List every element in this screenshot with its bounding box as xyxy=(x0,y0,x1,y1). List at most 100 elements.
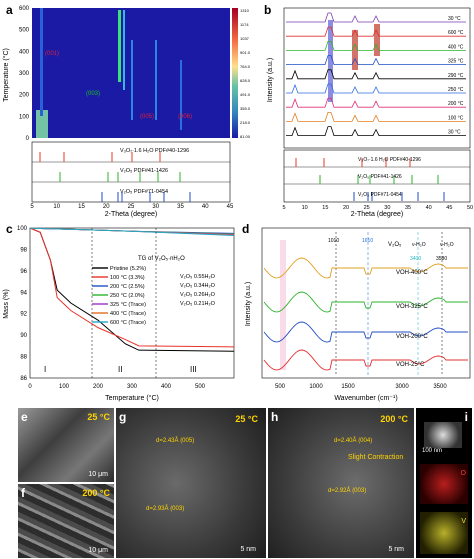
trace-label: 250 °C xyxy=(448,87,464,93)
ref-label: V₃O₇·1.6 H₂O PDF#40-1296 xyxy=(358,157,421,163)
panel-label-d: d xyxy=(242,222,250,236)
panel-b: b 30 °C 600 °C 400 °C 325 °C 290 °C 250 °C 200… xyxy=(262,0,474,220)
x-tick-label: 25 xyxy=(364,205,370,211)
peak-label: (003) xyxy=(86,91,100,97)
peak-label: (005) xyxy=(140,114,154,120)
xrd-trace xyxy=(286,97,466,108)
ftir-trace xyxy=(263,291,468,313)
y-tick-label: 300 xyxy=(19,71,30,77)
ftir-trace xyxy=(263,349,468,371)
xrd-trace xyxy=(286,41,466,51)
svg-text:Mass (%): Mass (%) xyxy=(3,289,10,319)
legend-label: 400 °C (Trace) xyxy=(110,311,146,317)
xrd-trace xyxy=(286,69,466,80)
trace-label: 325 °C xyxy=(448,59,464,65)
heatmap-streak xyxy=(40,8,43,116)
y-tick-label: 86 xyxy=(20,376,27,382)
y-tick-labels: 0 100 200 300 400 500 600 xyxy=(19,6,30,142)
svg-text:TG of V₂O₅·nH₂O: TG of V₂O₅·nH₂O xyxy=(138,256,185,262)
svg-text:VOH-325°C: VOH-325°C xyxy=(396,304,428,310)
panel-c: c I II III Pristine (5.2%) 100 °C (3.3%) 2… xyxy=(0,220,238,405)
x-tick-label: 1500 xyxy=(341,384,355,390)
svg-text:3400: 3400 xyxy=(410,256,421,262)
x-tick-label: 15 xyxy=(322,205,328,211)
x-tick-label: 0 xyxy=(28,384,32,390)
x-tick-label: 25 xyxy=(128,204,135,210)
colorbar-tick: 901.0 xyxy=(240,50,251,55)
xrd-trace xyxy=(286,12,466,23)
colorbar-tick-labels: 1310 1174 1037 901.0 764.0 628.0 491.0 355.0 218… xyxy=(240,8,251,139)
peak-label: (001) xyxy=(45,51,59,57)
heatmap-streak xyxy=(180,60,182,130)
x-tick-label: 30 xyxy=(152,204,159,210)
ftir-trace xyxy=(263,321,468,343)
colorbar xyxy=(232,8,238,138)
x-tick-label: 3500 xyxy=(433,384,447,390)
panel-c-figure: I II III Pristine (5.2%) 100 °C (3.3%) 200… xyxy=(3,226,235,402)
legend-label: 100 °C (3.3%) xyxy=(110,275,145,281)
trace-label: 100 °C xyxy=(448,115,464,121)
y-tick-label: 500 xyxy=(19,28,30,34)
svg-text:I: I xyxy=(44,365,46,374)
colorbar-tick: 355.0 xyxy=(240,106,251,111)
trace-label: 30 °C xyxy=(448,130,461,136)
x-tick-label: 50 xyxy=(467,205,473,211)
panel-label-c: c xyxy=(6,222,13,236)
panel-f-sem-image: f 200 °C 10 μm xyxy=(18,484,114,558)
xrd-trace xyxy=(286,26,466,37)
ref-label: V₂O₅ PDF#71-0454 xyxy=(120,189,168,195)
x-tick-label: 500 xyxy=(195,384,206,390)
y-axis-label: Intensity (a.u.) xyxy=(267,58,274,102)
x-tick-label: 1000 xyxy=(309,384,323,390)
y-tick-label: 94 xyxy=(20,290,27,296)
ref-label: V₂O₅ PDF#41-1426 xyxy=(358,174,402,180)
peak-label: (006) xyxy=(178,114,192,120)
y-tick-label: 600 xyxy=(19,6,30,12)
svg-text:VOH-400°C: VOH-400°C xyxy=(396,270,428,276)
svg-text:Intensity (a.u.): Intensity (a.u.) xyxy=(245,282,252,326)
panel-b-figure: 30 °C 600 °C 400 °C 325 °C 290 °C 250 °C 200 °… xyxy=(267,7,473,218)
panel-label-i: i xyxy=(464,410,468,424)
ftir-trace xyxy=(263,257,468,279)
panel-e-sem-image: e 25 °C 10 μm xyxy=(18,408,114,482)
x-tick-label: 3000 xyxy=(395,384,409,390)
x-tick-label: 15 xyxy=(78,204,85,210)
xrd-trace xyxy=(286,55,466,65)
x-tick-label: 100 xyxy=(59,384,70,390)
xrd-trace xyxy=(286,112,466,122)
panel-h-tem-image: h 200 °C d=2.40Å (004) Slight Contractio… xyxy=(268,408,414,558)
y-tick-label: 0 xyxy=(26,136,30,142)
x-tick-label: 35 xyxy=(177,204,184,210)
panel-d: d 1010 1610 3400 3580 V₂O₅ ν-H₂O ν-H₂O V… xyxy=(240,220,474,405)
x-tick-label: 20 xyxy=(103,204,110,210)
x-tick-label: 5 xyxy=(282,205,285,211)
y-tick-label: 88 xyxy=(20,355,27,361)
formula-label: V₂O₅ 0.34H₂O xyxy=(180,283,216,289)
colorbar-tick: 1174 xyxy=(240,22,249,27)
svg-text:1010: 1010 xyxy=(328,238,339,244)
trace-label: 400 °C xyxy=(448,44,464,50)
y-tick-label: 100 xyxy=(19,114,30,120)
trace-label: 600 °C xyxy=(448,30,464,36)
svg-text:ν-H₂O: ν-H₂O xyxy=(412,242,426,248)
tg-curve xyxy=(29,227,235,348)
formula-label: V₂O₅ 0.55H₂O xyxy=(180,274,216,280)
y-tick-label: 96 xyxy=(20,269,27,275)
legend-label: 200 °C (2.5%) xyxy=(110,284,145,290)
x-tick-label: 500 xyxy=(275,384,286,390)
svg-text:VOH-25°C: VOH-25°C xyxy=(396,362,425,368)
panel-g-tem-image: g 25 °C d=2.43Å (005) d=2.93Å (003) 5 nm xyxy=(116,408,266,558)
svg-text:III: III xyxy=(190,365,197,374)
trace-label: 200 °C xyxy=(448,101,464,107)
x-tick-label: 40 xyxy=(202,204,209,210)
y-tick-label: 92 xyxy=(20,312,27,318)
panel-label-g: g xyxy=(119,410,127,424)
trace-label: 30 °C xyxy=(448,16,461,22)
xrd-trace xyxy=(286,126,466,136)
heatmap-streak xyxy=(155,40,157,120)
svg-text:Temperature (°C): Temperature (°C) xyxy=(105,394,159,402)
x-axis-label: 2-Theta (degree) xyxy=(105,211,158,218)
formula-label: V₂O₅ 0.21H₂O xyxy=(180,301,216,307)
x-tick-label: 5 xyxy=(30,204,34,210)
y-tick-label: 400 xyxy=(19,49,30,55)
